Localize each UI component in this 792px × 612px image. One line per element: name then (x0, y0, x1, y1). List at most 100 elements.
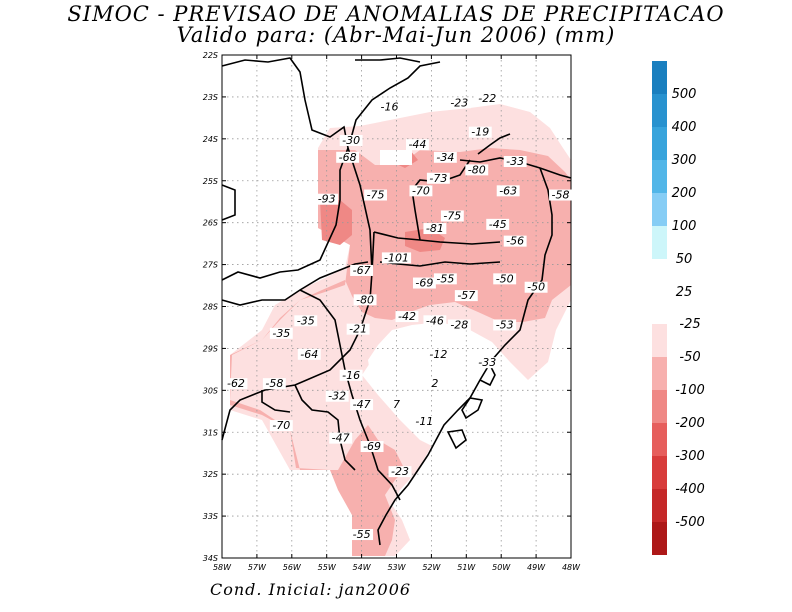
lat-label: 29S (203, 344, 218, 353)
legend-swatch-negative (652, 522, 667, 555)
value-label-bg (262, 378, 286, 390)
value-label: -58 (552, 189, 570, 202)
value-label-bg (465, 164, 489, 176)
value-label-bg (339, 135, 363, 147)
value-label-bg (524, 281, 548, 293)
value-label: -75 (367, 189, 385, 202)
value-label: -93 (318, 193, 336, 206)
value-label-bg (496, 185, 520, 197)
lon-label: 54W (353, 563, 372, 572)
legend-label-positive: 200 (672, 186, 697, 201)
value-label-bg (475, 93, 499, 105)
value-label-bg (426, 348, 450, 360)
lon-label: 51W (457, 563, 476, 572)
legend-label-positive: 300 (672, 153, 697, 168)
value-label: -21 (349, 323, 367, 336)
anomaly-shading (230, 104, 571, 556)
value-label-bg (364, 189, 388, 201)
value-label: -35 (297, 314, 315, 327)
value-label: -80 (468, 163, 486, 176)
value-label: -55 (436, 272, 454, 285)
value-label: -22 (478, 92, 496, 105)
value-label: -30 (342, 134, 360, 147)
value-label: -75 (443, 209, 461, 222)
legend-swatch-positive (652, 94, 667, 127)
value-label-bg (350, 264, 374, 276)
value-label: -57 (457, 289, 475, 302)
value-label-bg (409, 185, 433, 197)
value-label: -34 (436, 151, 454, 164)
value-label-bg (493, 319, 517, 331)
lon-label: 48W (562, 563, 581, 572)
legend-label-positive: 100 (672, 219, 697, 234)
value-label: -33 (478, 356, 496, 369)
value-label: -56 (506, 235, 524, 248)
value-label: -62 (227, 377, 245, 390)
value-label: -80 (356, 293, 374, 306)
value-label: -67 (353, 264, 371, 277)
value-label-bg (329, 432, 353, 444)
value-label: -50 (496, 272, 514, 285)
value-label-bg (412, 277, 436, 289)
value-label: -68 (339, 151, 357, 164)
value-label: -81 (426, 222, 444, 235)
value-label-bg (315, 193, 339, 205)
lat-label: 22S (203, 51, 218, 60)
legend-swatch-negative (652, 456, 667, 489)
legend-label-positive: 50 (676, 252, 693, 267)
value-label-bg (395, 311, 419, 323)
value-label-bg (475, 357, 499, 369)
legend-label-negative: -50 (679, 350, 700, 365)
value-label: -28 (450, 318, 468, 331)
value-label-bg (503, 155, 527, 167)
title-line-2: Valido para: (Abr-Mai-Jun 2006) (mm) (176, 23, 616, 47)
value-label-bg (346, 323, 370, 335)
legend-label-negative: -300 (675, 449, 705, 464)
lon-label: 57W (248, 563, 267, 572)
value-label-bg (468, 126, 492, 138)
initial-condition: Cond. Inicial: jan2006 (210, 580, 412, 599)
value-label: -23 (391, 465, 409, 478)
lat-label: 34S (203, 554, 218, 563)
lat-label: 26S (203, 219, 218, 228)
legend-swatch-positive (652, 160, 667, 193)
value-label: 7 (393, 398, 400, 411)
anomaly-values: -16 -23 -22 -19 -30 -44 -68 -34 -33 -80 -73 -63 -58 -… (224, 92, 572, 541)
value-label: -35 (272, 327, 290, 340)
value-label: -70 (272, 419, 290, 432)
legend-swatch-negative (652, 390, 667, 423)
value-label-bg (549, 189, 572, 201)
value-label: -16 (342, 369, 360, 382)
value-label: -50 (527, 281, 545, 294)
lon-label: 58W (213, 563, 232, 572)
legend-swatch-positive (652, 193, 667, 226)
lon-label: 53W (387, 563, 406, 572)
value-label: 2 (431, 377, 438, 390)
lat-label: 25S (203, 177, 218, 186)
value-label: -69 (415, 277, 433, 290)
value-label-bg (353, 294, 377, 306)
value-label: -101 (384, 251, 409, 264)
value-label-bg (429, 378, 441, 390)
value-label-bg (388, 466, 412, 478)
legend-swatch-negative (652, 324, 667, 357)
lat-label: 30S (203, 386, 218, 395)
value-label: -58 (265, 377, 283, 390)
value-label-bg (325, 390, 349, 402)
value-label-bg (423, 315, 447, 327)
value-label: -42 (398, 310, 416, 323)
legend-label-negative: -25 (679, 317, 700, 332)
value-label: -16 (381, 100, 399, 113)
value-label: -63 (499, 184, 517, 197)
value-label: -69 (363, 440, 381, 453)
value-label: -11 (415, 415, 433, 428)
value-label-bg (360, 441, 384, 453)
value-label-bg (493, 273, 517, 285)
value-label: -70 (412, 184, 430, 197)
lat-label: 23S (203, 93, 218, 102)
lat-label: 32S (203, 470, 218, 479)
value-label: -73 (429, 172, 447, 185)
value-label: -33 (506, 155, 524, 168)
value-label-bg (269, 327, 293, 339)
value-label-bg (447, 97, 471, 109)
